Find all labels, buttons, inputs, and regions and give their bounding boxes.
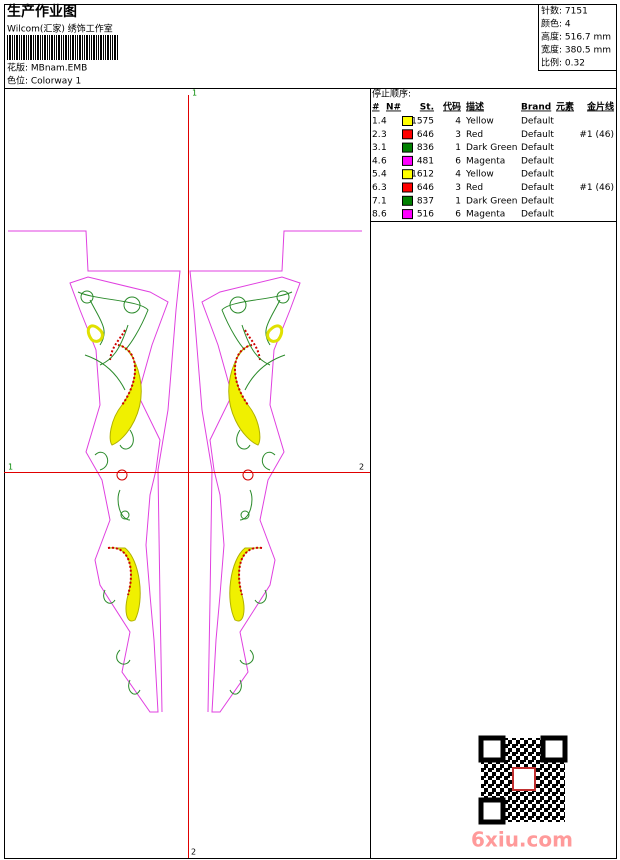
cell: 3 xyxy=(455,130,461,140)
cell: 1 xyxy=(381,196,387,206)
stats-box xyxy=(538,4,617,71)
cell: 3 xyxy=(381,130,387,140)
cell: Dark Green xyxy=(466,143,517,153)
cell: 6 xyxy=(455,210,461,220)
color-swatch xyxy=(402,116,413,126)
cell: 4 xyxy=(381,117,387,127)
cell: Magenta xyxy=(466,210,505,220)
cell: 516 xyxy=(417,210,434,220)
qr-finder xyxy=(478,735,506,763)
column-header: Brand xyxy=(521,103,551,113)
color-swatch xyxy=(402,209,413,220)
cell: Default xyxy=(521,210,554,220)
cell: 836 xyxy=(417,143,434,153)
cell: 837 xyxy=(417,196,434,206)
cell: 1. xyxy=(372,117,381,127)
cell: 2. xyxy=(372,130,381,140)
cell: 4 xyxy=(455,117,461,127)
cell: 5. xyxy=(372,170,381,180)
stat: 针数: 7151 xyxy=(541,5,588,17)
cell: 3 xyxy=(455,183,461,193)
column-header: St. xyxy=(420,103,434,113)
cell: 4 xyxy=(381,170,387,180)
cell: Dark Green xyxy=(466,196,517,206)
cell: 1 xyxy=(455,196,461,206)
cell: Default xyxy=(521,183,554,193)
cell: Yellow xyxy=(465,117,494,127)
subtitle: Wilcom(汇家) 绣饰工作室 xyxy=(7,23,113,35)
color-swatch xyxy=(402,142,413,153)
color-swatch xyxy=(402,195,413,206)
cell: 6 xyxy=(455,156,461,166)
cell: 6. xyxy=(372,183,381,193)
cell: Red xyxy=(466,130,483,140)
cell: Default xyxy=(521,130,554,140)
watermark: 6xiu.com xyxy=(471,828,573,852)
cell: 4. xyxy=(372,156,381,166)
qr-finder xyxy=(478,797,506,825)
cell: Yellow xyxy=(465,170,494,180)
cell: Default xyxy=(521,196,554,206)
cell: 3. xyxy=(372,143,381,153)
cell: 4 xyxy=(455,170,461,180)
stat: 高度: 516.7 mm xyxy=(541,31,611,43)
design-half xyxy=(8,230,181,713)
stat: 比例: 0.32 xyxy=(541,57,585,69)
cell: 646 xyxy=(417,130,434,140)
cell: 646 xyxy=(417,183,434,193)
axis-label: 1 xyxy=(192,89,197,98)
cell: Default xyxy=(521,143,554,153)
cell: 6 xyxy=(381,156,387,166)
cell: 481 xyxy=(417,156,434,166)
column-header: 代码 xyxy=(442,101,461,113)
table-title: 停止顺序: xyxy=(372,88,411,100)
cell: 7. xyxy=(372,196,381,206)
axis-label: 1 xyxy=(8,463,13,472)
cell: Red xyxy=(466,183,483,193)
cell: 1575 xyxy=(411,117,434,127)
cell: 1 xyxy=(455,143,461,153)
column-header: 描述 xyxy=(466,101,484,113)
color-swatch xyxy=(402,129,413,140)
stat: 宽度: 380.5 mm xyxy=(541,44,611,56)
design-half xyxy=(188,229,364,714)
seal xyxy=(512,767,536,791)
stat: 颜色: 4 xyxy=(541,18,571,30)
design-file: 花版: MBnam.EMB xyxy=(7,62,87,74)
axis-label: 2 xyxy=(191,848,196,857)
color-swatch xyxy=(402,169,413,180)
qr-finder xyxy=(540,735,568,763)
color-swatch xyxy=(402,182,413,193)
color-swatch xyxy=(402,155,413,166)
cell: Default xyxy=(521,117,554,127)
cell: 6 xyxy=(381,210,387,220)
column-header: # xyxy=(372,103,380,113)
title: 生产作业图 xyxy=(7,3,77,20)
axis-label: 2 xyxy=(359,463,364,472)
column-header: 元素 xyxy=(556,101,574,113)
barcode xyxy=(7,35,119,60)
frame xyxy=(4,4,617,859)
colorway: 色位: Colorway 1 xyxy=(7,75,81,87)
cell: Default xyxy=(521,170,554,180)
cell: 1612 xyxy=(411,170,434,180)
column-header: 金片线 xyxy=(586,101,614,113)
cell: Default xyxy=(521,156,554,166)
cell: Magenta xyxy=(466,156,505,166)
cell: 8. xyxy=(372,210,381,220)
cell: 1 xyxy=(381,143,387,153)
column-header: N# xyxy=(386,103,401,113)
design xyxy=(8,229,364,714)
cell: #1 (46) xyxy=(579,183,614,193)
cell: 3 xyxy=(381,183,387,193)
cell: #1 (46) xyxy=(579,130,614,140)
